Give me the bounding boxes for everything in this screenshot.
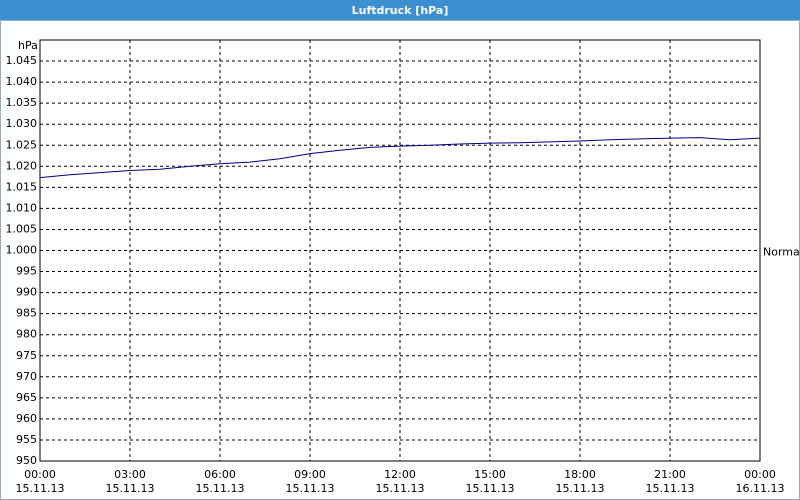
x-tick-label: 09:00 15.11.13 [286, 468, 335, 495]
y-tick-label: 970 [16, 370, 37, 383]
y-tick-label: 1.005 [6, 222, 38, 235]
y-tick-label: 1.000 [6, 244, 38, 257]
x-tick-label: 00:00 15.11.13 [16, 468, 65, 495]
data-line [39, 137, 761, 179]
x-tick-label: 18:00 15.11.13 [556, 468, 605, 495]
y-tick-label: 1.040 [6, 75, 38, 88]
x-tick-label: 03:00 15.11.13 [106, 468, 155, 495]
y-tick-label: 975 [16, 349, 37, 362]
x-tick-label: 15:00 15.11.13 [466, 468, 515, 495]
y-tick-label: 1.035 [6, 96, 38, 109]
title-bar [0, 0, 800, 20]
plot-frame [39, 39, 761, 462]
y-tick-label: 1.015 [6, 180, 38, 193]
y-tick-label: 965 [16, 391, 37, 404]
legend-entry: Normal [763, 246, 800, 259]
y-tick-label: 990 [16, 286, 37, 299]
y-tick-label: 1.010 [6, 201, 38, 214]
y-tick-label: 955 [16, 433, 37, 446]
chart-title: Luftdruck [hPa] [352, 4, 449, 17]
y-tick-label: 1.030 [6, 117, 38, 130]
x-tick-label: 00:00 16.11.13 [736, 468, 785, 495]
y-tick-label: 1.020 [6, 159, 38, 172]
y-unit: hPa [18, 39, 38, 52]
y-tick-label: 960 [16, 412, 37, 425]
x-tick-label: 21:00 15.11.13 [646, 468, 695, 495]
y-tick-label: 950 [16, 454, 37, 467]
y-tick-label: 985 [16, 307, 37, 320]
y-tick-label: 1.045 [6, 54, 38, 67]
y-tick-label: 995 [16, 265, 37, 278]
window-border [0, 20, 800, 500]
y-tick-label: 980 [16, 328, 37, 341]
y-tick-label: 1.025 [6, 138, 38, 151]
x-tick-label: 06:00 15.11.13 [196, 468, 245, 495]
x-tick-label: 12:00 15.11.13 [376, 468, 425, 495]
